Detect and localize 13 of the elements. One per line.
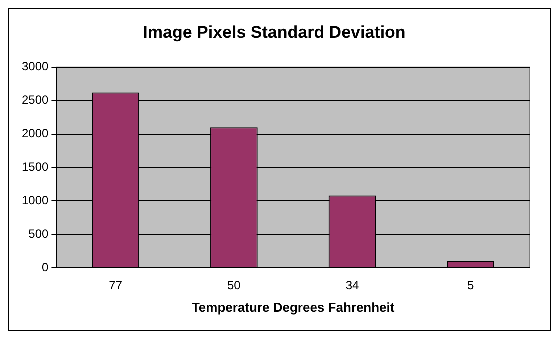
- x-axis-title: Temperature Degrees Fahrenheit: [192, 300, 396, 315]
- y-tick-label: 2500: [22, 93, 50, 108]
- y-tick-label: 1500: [22, 160, 50, 174]
- x-tick-label: 34: [346, 278, 360, 293]
- x-tick-label: 77: [109, 278, 123, 293]
- chart-title: Image Pixels Standard Deviation: [143, 22, 406, 42]
- y-tick-label: 2000: [22, 126, 50, 141]
- y-tick-label: 3000: [22, 60, 50, 74]
- y-tick-label: 500: [28, 226, 50, 241]
- y-tick-label: 0: [42, 260, 50, 274]
- x-tick-label: 50: [228, 278, 242, 293]
- y-tick-label: 1000: [22, 193, 50, 208]
- x-tick-label: 5: [467, 278, 474, 293]
